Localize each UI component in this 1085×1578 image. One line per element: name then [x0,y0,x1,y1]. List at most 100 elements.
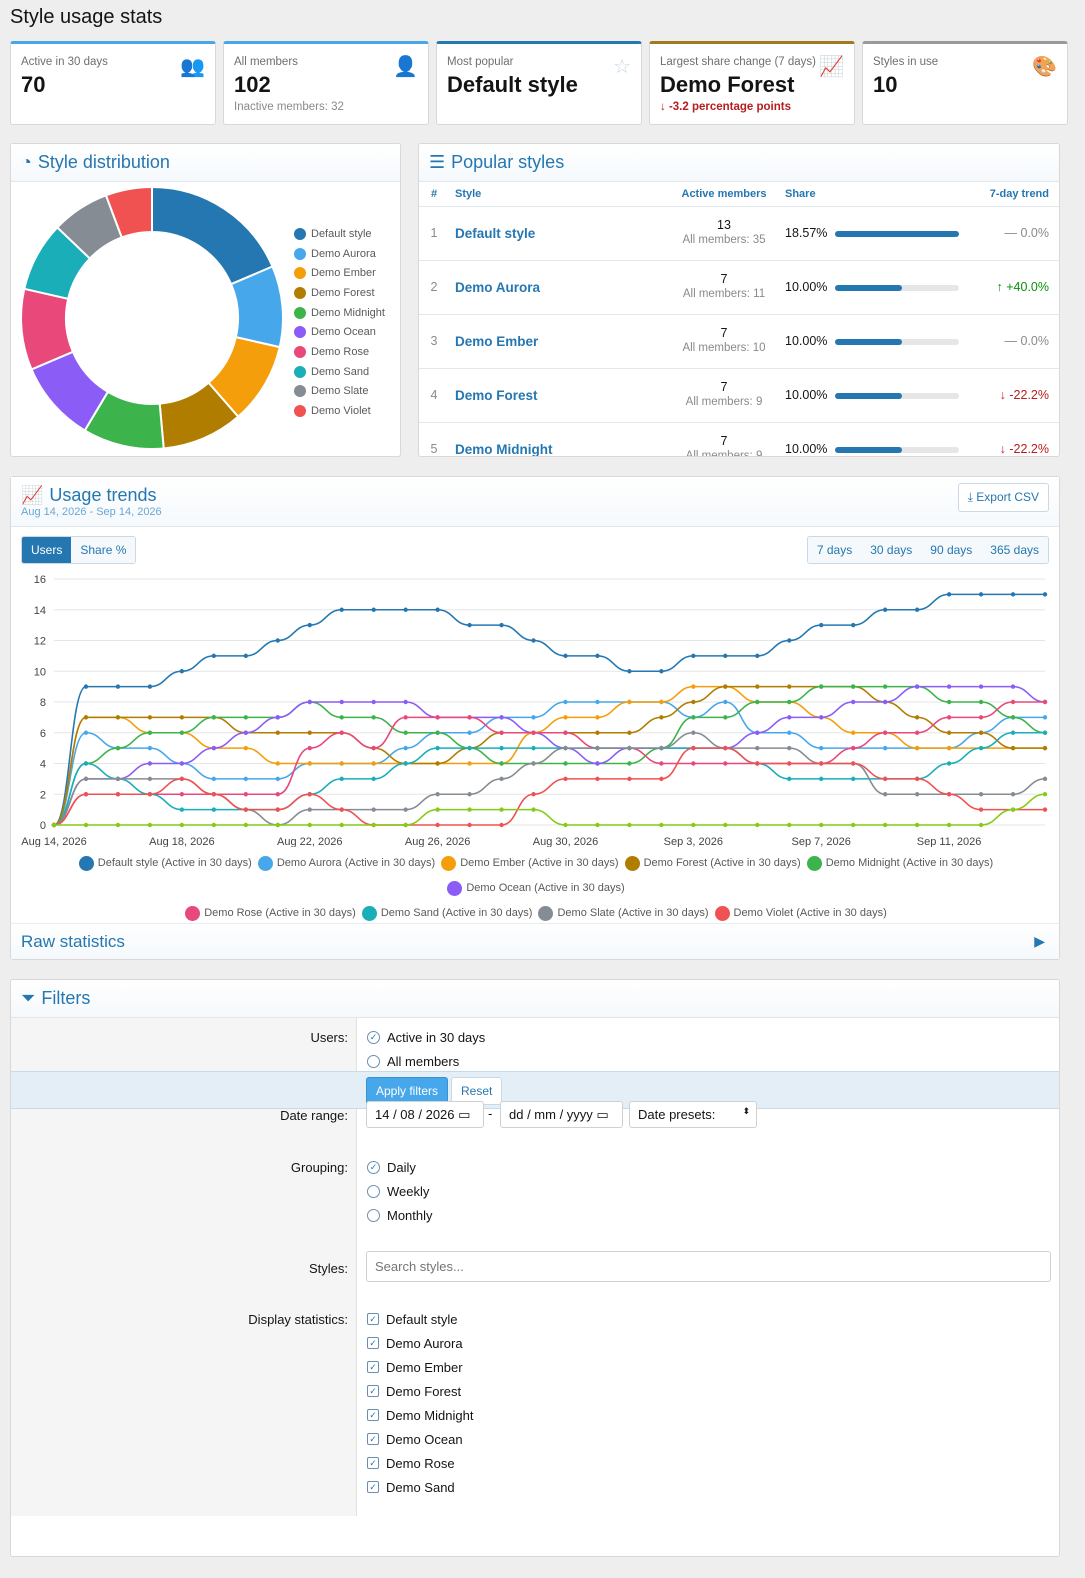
share-cell: 18.57% [779,206,969,261]
legend-item[interactable]: Default style (Active in 30 days) [78,854,252,874]
legend-item[interactable]: Default style [294,224,385,244]
legend-item[interactable]: Demo Ocean [294,322,385,342]
style-link[interactable]: Demo Aurora [449,260,669,315]
data-point [882,684,888,689]
apply-filters-button[interactable]: Apply filters [366,1077,449,1105]
data-point [978,684,984,689]
stat-value: 70 [21,72,46,97]
export-csv-button[interactable]: ⤓ Export CSV [957,483,1049,512]
data-point [371,822,376,828]
legend-label: Demo Midnight (Active in 30 days) [825,857,994,869]
display-option[interactable]: ✓ Demo Ember [367,1355,1059,1379]
display-option[interactable]: ✓ Demo Ocean [367,1427,1059,1451]
legend-item[interactable]: Demo Sand [294,362,385,382]
x-tick-label: Aug 30, 2026 [533,836,598,847]
data-point [51,822,57,828]
legend-item[interactable]: Demo Midnight [294,303,385,323]
display-option[interactable]: ✓ Demo Aurora [367,1331,1059,1355]
legend-swatch [361,905,377,921]
data-point [659,745,664,751]
data-point [243,715,249,720]
legend-item[interactable]: Demo Forest [294,283,385,303]
style-link[interactable]: Demo Forest [449,368,669,423]
y-tick-label: 16 [34,574,46,586]
active-cell: 7 All members: 11 [669,260,779,315]
data-point [787,730,792,735]
reset-button[interactable]: Reset [451,1077,503,1105]
option-monthly[interactable]: Monthly [367,1203,1059,1227]
legend-label: Demo Sand (Active in 30 days) [380,906,533,919]
tab-90-days[interactable]: 90 days [921,537,982,563]
tab-share[interactable]: Share % [71,537,136,563]
checkbox-checked-icon: ✓ [367,1457,379,1469]
legend-item[interactable]: Demo Sand (Active in 30 days) [361,904,533,924]
data-point [147,745,153,751]
legend-item[interactable]: Demo Slate (Active in 30 days) [538,904,709,924]
panel-title: Style distribution [37,152,170,172]
share-cell: 10.00% [779,422,969,456]
option-daily[interactable]: ✓ Daily [367,1155,1059,1179]
option-label: Demo Aurora [386,1335,463,1351]
style-link[interactable]: Demo Midnight [449,422,669,456]
legend-item[interactable]: Demo Midnight (Active in 30 days) [806,854,994,874]
style-link[interactable]: Demo Ember [449,314,669,369]
data-point [371,715,376,720]
display-option[interactable]: ✓ Demo Rose [367,1451,1059,1475]
date-from-input[interactable]: 14 / 08 / 2026 ▭ [366,1101,484,1128]
legend-item[interactable]: Demo Slate [294,382,385,402]
display-option[interactable]: ✓ Demo Midnight [367,1403,1059,1427]
display-option[interactable]: ✓ Demo Sand [367,1475,1059,1499]
data-point [978,730,984,735]
legend-item[interactable]: Demo Aurora [294,244,385,264]
data-point [595,745,600,751]
legend-item[interactable]: Demo Violet [294,401,385,421]
legend-item[interactable]: Demo Ember (Active in 30 days) [441,854,619,874]
data-point [243,653,249,659]
styles-search-input[interactable] [366,1251,1051,1282]
date-to-input[interactable]: dd / mm / yyyy ▭ [500,1101,623,1128]
data-point [339,822,344,828]
data-point [659,776,664,782]
data-point [371,699,376,705]
popular-styles-panel: ☰ Popular styles # Style Active members … [418,143,1060,457]
data-point [946,745,952,751]
display-option[interactable]: ✓ Default style [367,1307,1059,1331]
raw-statistics-toggle[interactable]: Raw statistics ▶ [11,923,1059,959]
legend-item[interactable]: Demo Violet (Active in 30 days) [714,904,887,924]
download-icon: ⤓ [967,490,973,504]
legend-item[interactable]: Demo Rose [294,342,385,362]
tab-users[interactable]: Users [22,537,72,563]
data-point [243,776,249,782]
legend-item[interactable]: Demo Aurora (Active in 30 days) [257,854,435,874]
legend-item[interactable]: Demo Ember [294,263,385,283]
data-point [275,822,280,828]
option-weekly[interactable]: Weekly [367,1179,1059,1203]
option-active-30[interactable]: ✓ Active in 30 days [367,1025,1059,1049]
legend-label: Demo Slate [311,385,369,398]
data-point [819,761,824,766]
share-cell: 10.00% [779,314,969,369]
legend-swatch [441,856,457,872]
share-bar [835,446,960,453]
option-all-members[interactable]: All members [367,1049,1059,1073]
tab-7-days[interactable]: 7 days [807,537,862,563]
legend-label: Demo Forest (Active in 30 days) [643,857,801,869]
data-point [659,761,664,766]
stat-card-change: Largest share change (7 days) Demo Fores… [649,41,855,125]
legend-item[interactable]: Demo Rose (Active in 30 days) [185,904,356,924]
data-point [371,607,376,612]
display-option[interactable]: ✓ Demo Forest [367,1379,1059,1403]
tab-365-days[interactable]: 365 days [981,537,1048,563]
data-point [691,684,696,689]
data-point [499,622,504,628]
date-presets-select[interactable]: Date presets: ⬍ [629,1101,757,1128]
table-row: 2 Demo Aurora 7 All members: 11 10.00% ↑ … [419,260,1059,315]
radio-icon [367,1208,380,1222]
legend-item[interactable]: Demo Forest (Active in 30 days) [624,854,801,874]
style-link[interactable]: Default style [449,206,669,261]
tab-30-days[interactable]: 30 days [861,537,922,563]
rank-cell: 4 [419,368,449,423]
legend-item[interactable]: Demo Ocean (Active in 30 days) [447,879,625,899]
data-point [403,730,408,735]
data-point [659,669,664,674]
